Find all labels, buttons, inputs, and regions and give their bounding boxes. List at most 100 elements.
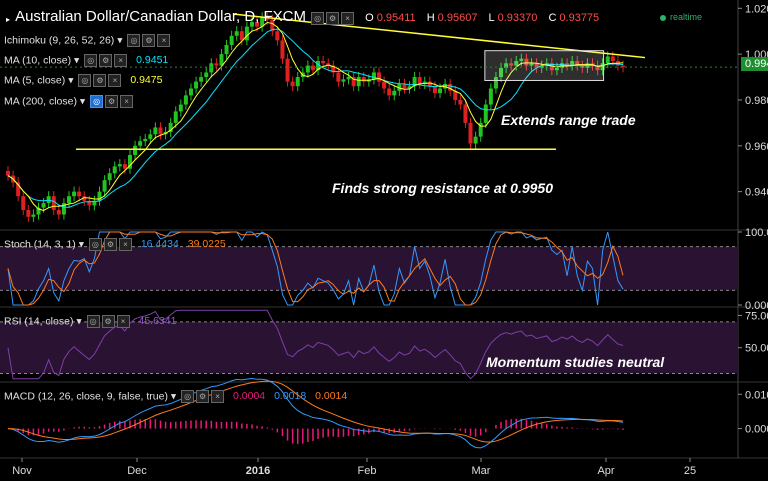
candle-body (239, 31, 244, 41)
candle-body (107, 173, 112, 181)
y-tick-label: 0.0000 (745, 424, 768, 436)
candle-body (575, 61, 580, 66)
settings-icon[interactable]: ⚙ (101, 315, 115, 328)
close-icon[interactable]: × (118, 238, 132, 251)
settings-icon[interactable]: ⚙ (105, 95, 119, 108)
annotation-resistance: Finds strong resistance at 0.9950 (332, 180, 553, 196)
eye-icon[interactable]: ◎ (78, 74, 92, 87)
eye-icon[interactable]: ◎ (84, 54, 98, 67)
eye-icon[interactable]: ◎ (90, 95, 104, 108)
settings-icon[interactable]: ⚙ (142, 34, 156, 47)
candle-body (402, 83, 407, 89)
dropdown-icon[interactable]: ▾ (76, 315, 82, 328)
legend-rsi[interactable]: RSI (14, close) ▾ ◎ ⚙ × 45.6341 (4, 315, 176, 328)
close-icon[interactable]: × (157, 34, 171, 47)
candle-body (112, 166, 117, 174)
x-tick-label: Feb (358, 465, 377, 477)
dropdown-icon[interactable]: ▾ (79, 95, 86, 108)
candle-body (183, 95, 188, 105)
ma10-line (7, 28, 624, 208)
candle-body (621, 65, 625, 68)
y-tick-label: 0.96000 (745, 141, 768, 153)
candle-body (82, 196, 87, 201)
legend-ma5[interactable]: MA (5, close) ▾ ◎ ⚙ × 0.9475 (4, 74, 162, 87)
y-tick-label: 0.0000 (745, 300, 768, 312)
candle-body (194, 81, 199, 89)
candle-body (432, 86, 437, 94)
candle-body (407, 86, 412, 89)
x-tick-label: Nov (12, 465, 32, 477)
y-tick-label: 0.0100 (745, 389, 768, 401)
range-box (484, 50, 605, 81)
y-tick-label: 0.98000 (745, 95, 768, 107)
stoch-panel[interactable]: 100.0000 0.0000 (0, 227, 768, 312)
candle-body (448, 83, 453, 91)
eye-icon[interactable]: ◎ (181, 390, 195, 403)
candle-body (249, 22, 254, 27)
legend-stoch[interactable]: Stoch (14, 3, 1) ▾ ◎ ⚙ × 16.4434 39.0225 (4, 238, 226, 251)
open-value: 0.95411 (376, 12, 416, 24)
candle-body (473, 136, 478, 144)
x-tick-label: Mar (472, 465, 491, 477)
collapse-icon[interactable]: ▸ (5, 15, 10, 25)
candle-body (468, 122, 473, 144)
candle-body (234, 31, 239, 36)
high-value: 0.95607 (437, 12, 478, 24)
legend-ma200[interactable]: MA (200, close) ▾ ◎ ⚙ × (4, 95, 134, 108)
dropdown-icon[interactable]: ▾ (170, 390, 177, 403)
candle-body (554, 67, 559, 71)
candle-body (387, 88, 392, 96)
candle-body (122, 164, 127, 169)
dropdown-icon[interactable]: ▾ (74, 54, 80, 67)
candle-body (610, 56, 615, 61)
candle-body (265, 17, 270, 20)
x-tick-label: 2016 (246, 465, 270, 477)
eye-icon[interactable]: ◎ (88, 238, 102, 251)
ichimoku-label: Ichimoku (9, 26, 52, 26) (4, 34, 115, 47)
candle-body (51, 196, 56, 210)
eye-icon[interactable]: ◎ (127, 34, 141, 47)
settings-icon[interactable]: ⚙ (93, 74, 107, 87)
settings-icon[interactable]: ⚙ (326, 11, 340, 25)
dropdown-icon[interactable]: ▾ (78, 238, 84, 251)
legend-macd[interactable]: MACD (12, 26, close, 9, false, true) ▾ ◎… (4, 390, 347, 403)
close-value: 0.93775 (559, 12, 600, 24)
candle-body (16, 182, 21, 197)
candle-body (77, 191, 82, 197)
dropdown-icon[interactable]: ▾ (117, 34, 123, 47)
candle-body (361, 77, 366, 82)
candle-body (453, 90, 458, 100)
macd-signal-line (7, 380, 624, 443)
legend-ma10[interactable]: MA (10, close) ▾ ◎ ⚙ × 0.9451 (4, 54, 168, 67)
rsi-line (7, 309, 624, 380)
close-icon[interactable]: × (211, 390, 225, 403)
settings-icon[interactable]: ⚙ (99, 54, 113, 67)
price-panel[interactable] (0, 12, 738, 222)
open-label: O (365, 12, 374, 24)
eye-icon[interactable]: ◎ (86, 315, 100, 328)
dropdown-icon[interactable]: ▾ (68, 74, 74, 87)
candle-body (199, 77, 204, 82)
candle-body (519, 58, 524, 61)
candle-body (46, 196, 51, 204)
close-icon[interactable]: × (108, 74, 122, 87)
eye-icon[interactable]: ◎ (311, 11, 325, 25)
macd-panel[interactable]: 0.0100 0.0000 (7, 378, 768, 449)
candle-body (92, 200, 97, 206)
candle-body (310, 65, 315, 71)
candle-body (31, 214, 36, 217)
candle-body (463, 104, 468, 123)
settings-icon[interactable]: ⚙ (196, 390, 210, 403)
ma5-line (7, 21, 624, 211)
candle-body (351, 77, 356, 87)
candle-body (565, 63, 570, 66)
close-icon[interactable]: × (341, 11, 355, 25)
close-icon[interactable]: × (120, 95, 134, 108)
close-icon[interactable]: × (116, 315, 130, 328)
candle-body (244, 26, 249, 41)
close-icon[interactable]: × (114, 54, 128, 67)
candle-body (143, 138, 148, 142)
settings-icon[interactable]: ⚙ (103, 238, 117, 251)
candle-body (356, 77, 361, 87)
legend-ichimoku[interactable]: Ichimoku (9, 26, 52, 26) ▾ ◎ ⚙ × (4, 34, 171, 47)
